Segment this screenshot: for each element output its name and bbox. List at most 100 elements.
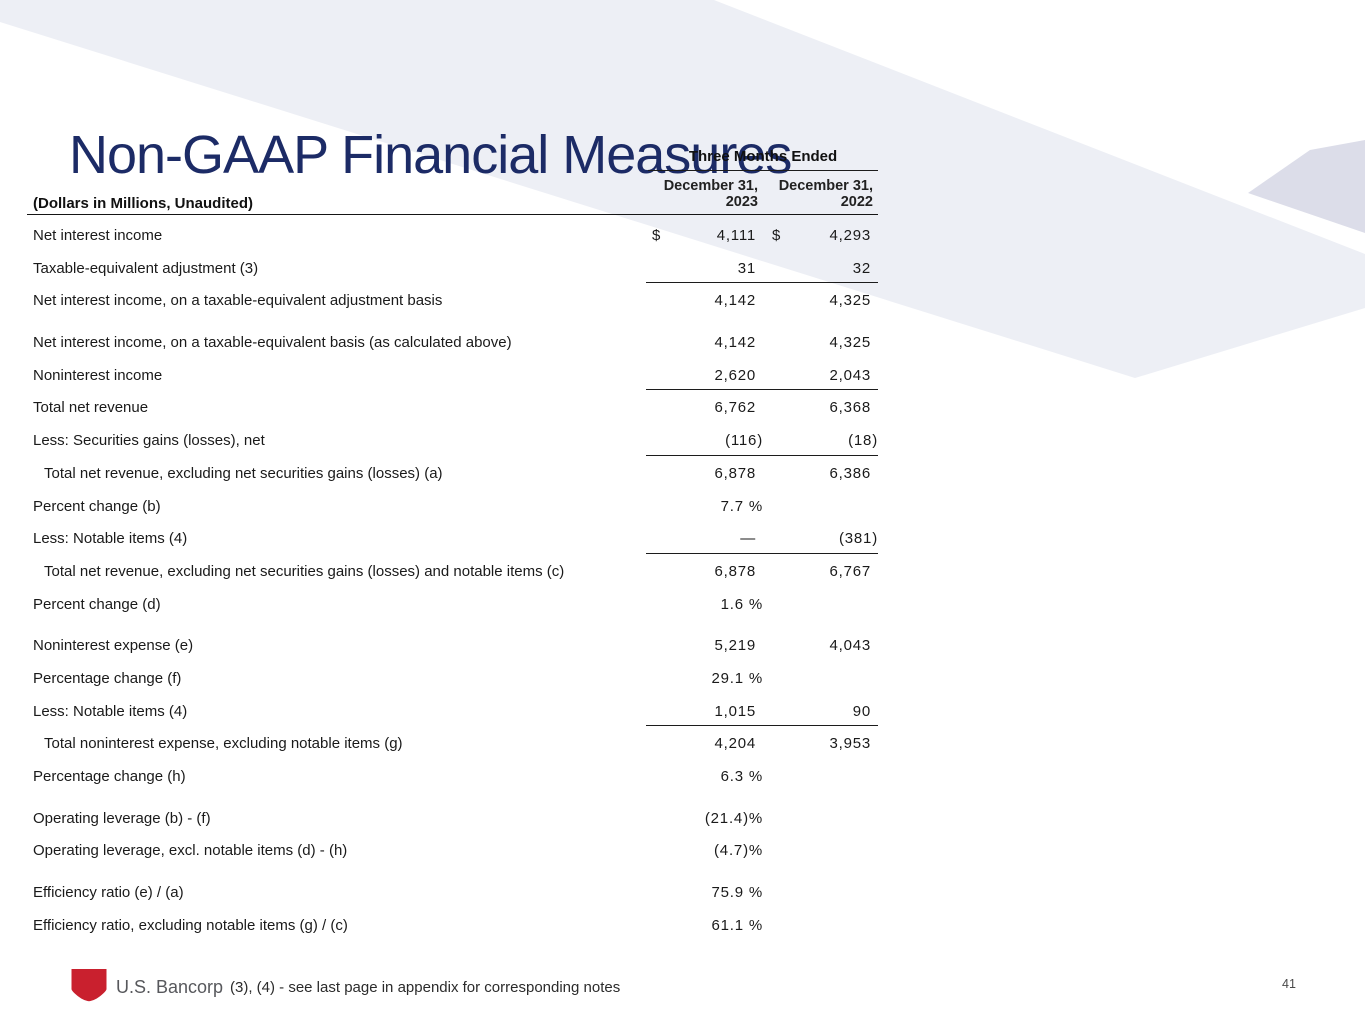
dollar-sign-2022 xyxy=(766,917,772,938)
row-label: Less: Notable items (4) xyxy=(33,530,188,548)
dollar-sign-2022 xyxy=(766,530,772,551)
column-header-2023: December 31, 2023 xyxy=(648,178,758,210)
row-label: Noninterest expense (e) xyxy=(33,637,194,655)
dollar-sign-2023: $ xyxy=(652,227,661,244)
value-2022: 6,386 xyxy=(766,459,871,486)
dollar-sign-2023 xyxy=(646,498,652,519)
page-title: Non-GAAP Financial Measures xyxy=(69,125,792,186)
dollar-sign-2022 xyxy=(766,596,772,617)
table-body: Net interest income $ 4,111 $ 4,293 Taxa… xyxy=(33,221,878,943)
row-label: Less: Notable items (4) xyxy=(33,702,188,720)
value-2022: 90 xyxy=(766,697,871,724)
value-2023: 6.3 % xyxy=(646,762,763,789)
table-row: Taxable-equivalent adjustment (3) 31 32 xyxy=(33,254,878,287)
value-2023: — xyxy=(646,524,756,551)
value-2023: 6,878 xyxy=(646,557,756,584)
table-row: Operating leverage (b) - (f) (21.4)% xyxy=(33,804,878,837)
table-row: Operating leverage, excl. notable items … xyxy=(33,836,878,869)
page-number: 41 xyxy=(1282,977,1296,991)
dollar-sign-2023 xyxy=(646,465,652,486)
table-row: Noninterest income 2,620 2,043 xyxy=(33,361,878,394)
dollar-sign-2022 xyxy=(766,563,772,584)
row-label: Net interest income, on a taxable-equiva… xyxy=(33,334,512,352)
column-header-2022-line2: 2022 xyxy=(840,194,873,210)
row-label: Noninterest income xyxy=(33,366,163,384)
column-header-2023-line1: December 31, xyxy=(663,178,758,194)
row-label: Total net revenue, excluding net securit… xyxy=(44,464,443,482)
value-2022: 6,368 xyxy=(766,393,871,420)
dollar-sign-2023 xyxy=(646,530,652,551)
row-label: Taxable-equivalent adjustment (3) xyxy=(33,259,259,277)
value-2022 xyxy=(766,664,871,691)
table-row: Noninterest expense (e) 5,219 4,043 xyxy=(33,631,878,664)
dollar-sign-2023 xyxy=(646,670,652,691)
value-2023: 5,219 xyxy=(646,631,756,658)
dollar-sign-2023 xyxy=(646,399,652,420)
row-label: Percentage change (f) xyxy=(33,669,182,687)
value-2023: 29.1 % xyxy=(646,664,763,691)
dollar-sign-2023 xyxy=(646,292,652,313)
dollar-sign-2023 xyxy=(646,637,652,658)
value-2022: 4,325 xyxy=(766,328,871,355)
footnote: (3), (4) - see last page in appendix for… xyxy=(230,979,621,996)
value-2023: (21.4)% xyxy=(646,804,762,831)
dollar-sign-2023 xyxy=(646,367,652,388)
value-2022: 2,043 xyxy=(766,361,871,388)
dollar-sign-2022 xyxy=(766,334,772,355)
value-2023: 7.7 % xyxy=(646,492,763,519)
usbancorp-logo-text: U.S. Bancorp xyxy=(116,977,224,997)
table-row: Total net revenue, excluding net securit… xyxy=(33,459,878,492)
value-2023: (4.7)% xyxy=(646,836,762,863)
value-2022 xyxy=(766,878,871,905)
table-row: Percent change (d) 1.6 % xyxy=(33,590,878,623)
table-row: Net interest income, on a taxable-equiva… xyxy=(33,286,878,319)
column-group-header: Three Months Ended xyxy=(648,148,878,171)
value-2022 xyxy=(766,762,871,789)
table-row: Net interest income $ 4,111 $ 4,293 xyxy=(33,221,878,254)
row-label: Percent change (b) xyxy=(33,497,161,515)
dollar-sign-2022 xyxy=(766,670,772,691)
dollar-sign-2022: $ xyxy=(772,227,781,244)
row-label: Total net revenue xyxy=(33,399,149,417)
dollar-sign-2023 xyxy=(646,810,652,831)
table-row: Net interest income, on a taxable-equiva… xyxy=(33,328,878,361)
value-2022: (381) xyxy=(766,524,877,551)
dollar-sign-2022 xyxy=(766,703,772,724)
value-2022 xyxy=(766,590,871,617)
value-2022: 32 xyxy=(766,254,871,281)
row-label: Percent change (d) xyxy=(33,595,161,613)
value-2023: 31 xyxy=(646,254,756,281)
dollar-sign-2022 xyxy=(766,768,772,789)
value-2022: 4,325 xyxy=(766,286,871,313)
row-label: Percentage change (h) xyxy=(33,768,186,785)
value-2023: (116) xyxy=(646,426,762,453)
value-2023: 4,204 xyxy=(646,729,756,756)
row-label: Total noninterest expense, excluding not… xyxy=(44,735,403,753)
dollar-sign-2022 xyxy=(766,432,772,453)
value-2022 xyxy=(766,492,871,519)
row-label: Efficiency ratio, excluding notable item… xyxy=(33,916,348,934)
row-label: Total net revenue, excluding net securit… xyxy=(44,562,565,580)
column-header-2022-line1: December 31, xyxy=(778,178,873,194)
dollar-sign-2022 xyxy=(766,842,772,863)
dollar-sign-2022 xyxy=(766,884,772,905)
dollar-sign-2023 xyxy=(646,563,652,584)
value-2023: 4,142 xyxy=(646,286,756,313)
value-2023: 75.9 % xyxy=(646,878,763,905)
value-2022 xyxy=(766,804,871,831)
row-label: Operating leverage, excl. notable items … xyxy=(33,842,348,860)
value-2023: 1.6 % xyxy=(646,590,763,617)
row-label: Net interest income, on a taxable-equiva… xyxy=(33,292,443,310)
value-2023: 1,015 xyxy=(646,697,756,724)
row-label: Operating leverage (b) - (f) xyxy=(33,809,211,827)
dollar-sign-2023 xyxy=(646,432,652,453)
dollar-sign-2023 xyxy=(646,917,652,938)
value-2023: 6,878 xyxy=(646,459,756,486)
value-2022: 3,953 xyxy=(766,729,871,756)
table-row: Efficiency ratio, excluding notable item… xyxy=(33,911,878,944)
table-row: Percentage change (f) 29.1 % xyxy=(33,664,878,697)
table-row: Less: Securities gains (losses), net (11… xyxy=(33,426,878,459)
dollar-sign-2023 xyxy=(646,596,652,617)
value-2022 xyxy=(766,836,871,863)
